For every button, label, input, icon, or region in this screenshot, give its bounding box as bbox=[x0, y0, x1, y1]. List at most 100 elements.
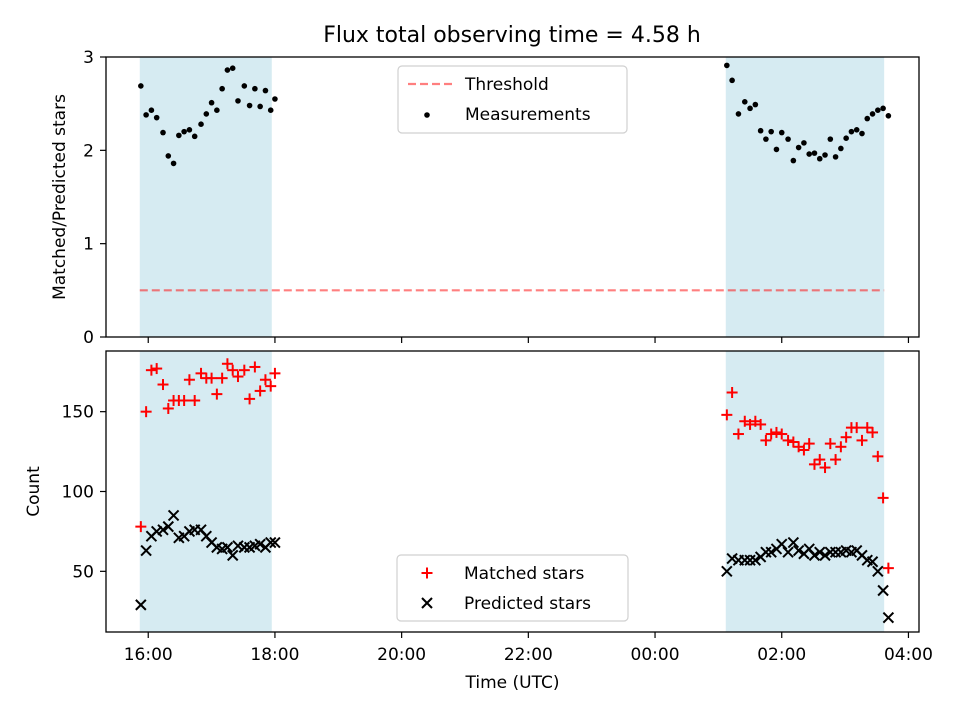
cross-b bbox=[765, 546, 777, 558]
matched-star-point bbox=[877, 492, 889, 504]
matched-star-point bbox=[244, 393, 256, 405]
matched-star-point bbox=[259, 374, 271, 386]
cross-b bbox=[840, 544, 852, 557]
cross-b bbox=[157, 524, 169, 536]
measurement-point bbox=[838, 145, 844, 152]
legend-measurements-label: Measurements bbox=[465, 105, 591, 125]
legend-predicted-swatch bbox=[421, 597, 433, 609]
cross-b bbox=[265, 536, 277, 549]
measurement-point bbox=[203, 111, 210, 117]
matched-star-point bbox=[770, 426, 782, 438]
matched-star-point bbox=[856, 434, 868, 446]
predicted-star-point bbox=[135, 599, 147, 611]
cross-b bbox=[226, 549, 239, 562]
matched-star-point bbox=[157, 379, 169, 391]
measurement-point bbox=[768, 128, 774, 135]
predicted-star-point bbox=[782, 546, 794, 558]
cross-b bbox=[162, 520, 175, 533]
measurement-point bbox=[848, 128, 855, 135]
matched-star-point bbox=[254, 385, 266, 397]
measurement-point bbox=[822, 152, 828, 158]
chart-title: Flux total observing time = 4.58 h bbox=[323, 23, 701, 48]
measurement-point bbox=[773, 146, 780, 153]
legend: Matched stars Predicted stars bbox=[396, 554, 629, 622]
predicted-star-point bbox=[808, 549, 821, 562]
y-tick-label: 100 bbox=[62, 483, 94, 503]
cross-b bbox=[200, 530, 213, 542]
cross-b bbox=[819, 549, 831, 562]
measurement-point bbox=[795, 144, 802, 151]
cross-b bbox=[232, 540, 244, 552]
cross-b bbox=[872, 565, 884, 578]
measurement-point bbox=[885, 113, 892, 119]
y-tick-label: 50 bbox=[72, 562, 94, 582]
matched-star-point bbox=[232, 371, 244, 383]
y-tick-label: 2 bbox=[83, 141, 94, 161]
matched-star-point bbox=[824, 438, 836, 450]
predicted-star-point bbox=[866, 556, 879, 568]
matched-star-point bbox=[782, 434, 794, 446]
cross-b bbox=[726, 552, 738, 565]
x-tick-label: 18:00 bbox=[250, 645, 299, 665]
legend-box bbox=[397, 65, 628, 134]
measurement-point bbox=[880, 105, 886, 112]
cross-b bbox=[195, 524, 207, 536]
measurement-point bbox=[229, 65, 236, 71]
matched-star-point bbox=[787, 436, 799, 448]
predicted-star-point bbox=[226, 549, 239, 562]
measurement-point bbox=[741, 99, 748, 105]
matched-star-point bbox=[814, 454, 826, 466]
measurement-point bbox=[252, 85, 258, 92]
cross-b bbox=[269, 536, 281, 549]
cross-b bbox=[211, 541, 223, 554]
matched-star-point bbox=[145, 364, 157, 376]
measurement-point bbox=[148, 107, 155, 113]
cross-b bbox=[782, 546, 794, 558]
observing-window bbox=[725, 351, 885, 632]
matched-star-point bbox=[882, 562, 894, 574]
y-axis-label: Matched/Predicted stars bbox=[50, 94, 70, 300]
predicted-star-point bbox=[254, 538, 266, 550]
measurement-point bbox=[191, 133, 198, 140]
measurement-point bbox=[735, 111, 742, 117]
x-tick-label: 16:00 bbox=[124, 645, 173, 665]
measurement-point bbox=[143, 112, 149, 118]
measurement-point bbox=[224, 67, 231, 73]
matched-star-point bbox=[835, 441, 847, 453]
matched-star-point bbox=[227, 364, 239, 376]
matched-star-point bbox=[760, 434, 772, 446]
predicted-star-point bbox=[265, 536, 277, 549]
measurement-point bbox=[806, 151, 812, 157]
matched-star-point bbox=[721, 409, 733, 421]
cross-b bbox=[856, 549, 868, 562]
measurement-point bbox=[138, 83, 144, 89]
x-tick-label: 02:00 bbox=[757, 645, 806, 665]
cross-b bbox=[866, 556, 879, 568]
matched-star-point bbox=[249, 361, 261, 373]
matched-star-point bbox=[269, 367, 281, 379]
cross-b bbox=[167, 509, 180, 522]
count-panel: 50 100 150 16:00 18:00 20:00 22:00 00:00 02:00 04… bbox=[24, 350, 933, 693]
x-tick-label: 00:00 bbox=[631, 645, 680, 665]
matched-star-point bbox=[726, 387, 738, 399]
cross-b bbox=[749, 554, 762, 566]
x-axis-label: Time (UTC) bbox=[465, 673, 560, 693]
measurement-point bbox=[729, 77, 735, 84]
predicted-star-point bbox=[882, 611, 895, 624]
matched-star-point bbox=[819, 462, 831, 474]
matched-star-point bbox=[765, 428, 777, 440]
predicted-star-point bbox=[776, 538, 788, 550]
measurement-point bbox=[186, 127, 193, 133]
cross-b bbox=[814, 546, 826, 558]
measurement-point bbox=[843, 135, 849, 141]
predicted-star-point bbox=[819, 549, 831, 562]
matched-star-point bbox=[195, 367, 207, 379]
cross-b bbox=[221, 541, 234, 554]
measurement-point bbox=[785, 136, 791, 142]
observing-window bbox=[139, 57, 272, 337]
legend-threshold-label: Threshold bbox=[464, 75, 549, 95]
measurement-point bbox=[832, 154, 839, 160]
matched-star-point bbox=[851, 422, 863, 434]
matched-star-point bbox=[216, 372, 228, 384]
measurement-point bbox=[208, 99, 215, 106]
